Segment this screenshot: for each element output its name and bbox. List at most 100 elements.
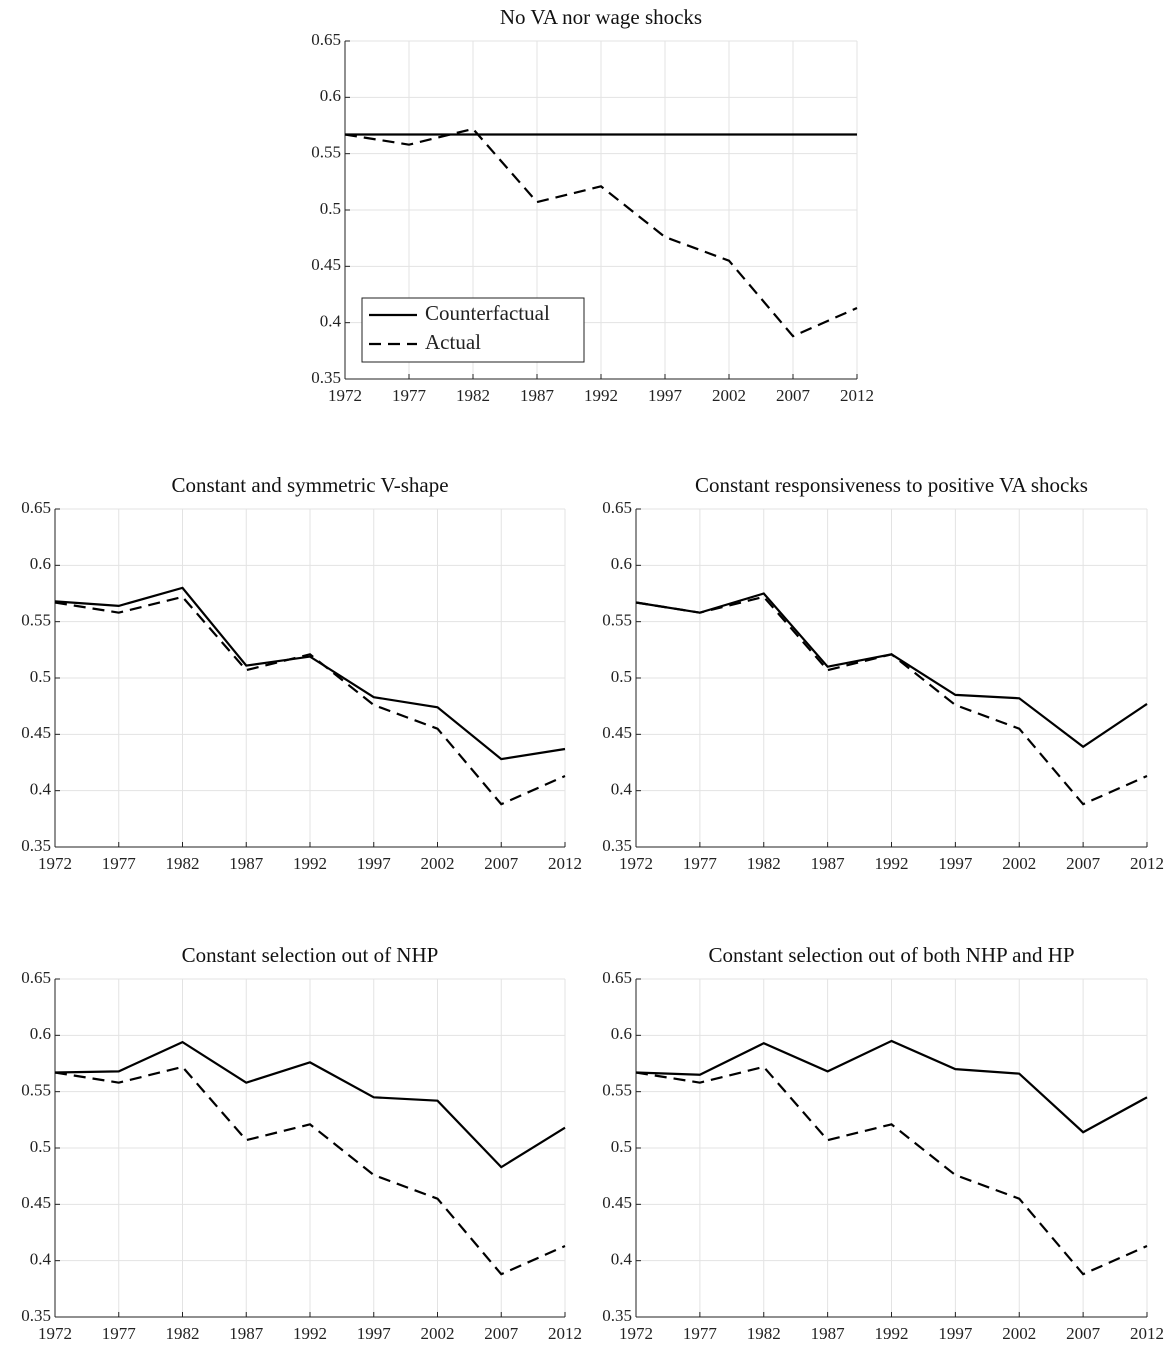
x-tick-label: 1997 (938, 854, 973, 873)
x-tick-label: 2012 (1130, 854, 1164, 873)
y-tick-label: 0.4 (30, 780, 52, 799)
x-tick-label: 1992 (293, 1324, 327, 1343)
y-tick-label: 0.4 (30, 1250, 52, 1269)
chart: Constant selection out of NHP 0.35 0.4 0.45… (21, 943, 582, 1343)
y-tick-label: 0.4 (611, 780, 633, 799)
x-tick-label: 1992 (293, 854, 327, 873)
x-tick-label: 1982 (166, 1324, 200, 1343)
y-tick-label: 0.35 (21, 1306, 51, 1325)
series-line (54, 1065, 566, 1276)
x-tick-label: 2007 (1066, 854, 1101, 873)
legend: Counterfactual Actual (361, 297, 585, 363)
y-tick-label: 0.5 (320, 199, 341, 218)
x-tick-label: 1972 (38, 1324, 72, 1343)
y-tick-label: 0.4 (611, 1250, 633, 1269)
y-tick-label: 0.5 (30, 667, 51, 686)
y-tick-label: 0.45 (602, 723, 632, 742)
series-line (54, 595, 566, 806)
x-tick-label: 1977 (102, 1324, 137, 1343)
series-line (54, 1040, 566, 1169)
x-tick-label: 2002 (1002, 1324, 1036, 1343)
series-line (635, 1039, 1148, 1134)
x-tick-label: 1977 (392, 386, 427, 405)
x-tick-label: 2002 (421, 854, 455, 873)
x-tick-label: 1982 (166, 854, 200, 873)
chart-title: Constant and symmetric V-shape (171, 473, 448, 497)
x-tick-label: 1992 (875, 854, 909, 873)
x-tick-label: 2007 (776, 386, 811, 405)
x-tick-label: 1997 (938, 1324, 973, 1343)
chart: Constant responsiveness to positive VA s… (602, 473, 1164, 873)
x-tick-label: 2007 (484, 1324, 519, 1343)
y-tick-label: 0.55 (311, 143, 341, 162)
chart: Constant and symmetric V-shape 0.35 0.4 0.4… (21, 473, 582, 873)
x-tick-label: 2012 (548, 1324, 582, 1343)
y-tick-label: 0.6 (30, 1024, 51, 1043)
y-tick-label: 0.35 (21, 836, 51, 855)
x-tick-label: 1987 (811, 854, 846, 873)
x-tick-label: 1977 (683, 854, 718, 873)
y-tick-label: 0.35 (311, 368, 341, 387)
y-tick-label: 0.65 (602, 968, 632, 987)
x-tick-label: 1982 (747, 1324, 781, 1343)
x-tick-label: 2002 (1002, 854, 1036, 873)
y-tick-label: 0.45 (311, 255, 341, 274)
y-tick-label: 0.5 (611, 667, 632, 686)
y-tick-label: 0.65 (311, 30, 341, 49)
x-tick-label: 1987 (229, 854, 264, 873)
y-tick-label: 0.55 (602, 1081, 632, 1100)
y-tick-label: 0.4 (320, 312, 342, 331)
y-tick-label: 0.65 (21, 968, 51, 987)
y-tick-label: 0.55 (602, 611, 632, 630)
x-tick-label: 2012 (840, 386, 874, 405)
x-tick-label: 2012 (1130, 1324, 1164, 1343)
x-tick-label: 1987 (520, 386, 555, 405)
y-tick-label: 0.6 (611, 1024, 632, 1043)
chart-title: Constant responsiveness to positive VA s… (695, 473, 1088, 497)
legend-box (361, 297, 585, 363)
chart-title: Constant selection out of NHP (182, 943, 439, 967)
chart: No VA nor wage shocks 0.35 0.4 0.45 0.5 0.55 0… (311, 5, 874, 405)
y-tick-label: 0.5 (30, 1137, 51, 1156)
chart: Constant selection out of both NHP and H… (602, 943, 1164, 1343)
series-line (54, 586, 566, 761)
y-tick-label: 0.6 (30, 554, 51, 573)
y-tick-label: 0.5 (611, 1137, 632, 1156)
x-tick-label: 1992 (584, 386, 618, 405)
y-tick-label: 0.55 (21, 1081, 51, 1100)
x-tick-label: 1982 (747, 854, 781, 873)
y-tick-label: 0.6 (611, 554, 632, 573)
legend-label: Actual (425, 330, 481, 354)
y-tick-label: 0.65 (21, 498, 51, 517)
y-tick-label: 0.45 (602, 1193, 632, 1212)
y-tick-label: 0.65 (602, 498, 632, 517)
x-tick-label: 1992 (875, 1324, 909, 1343)
x-tick-label: 1977 (102, 854, 137, 873)
x-tick-label: 1987 (229, 1324, 264, 1343)
x-tick-label: 1972 (328, 386, 362, 405)
y-tick-label: 0.35 (602, 1306, 632, 1325)
legend-label: Counterfactual (425, 301, 550, 325)
y-tick-label: 0.45 (21, 723, 51, 742)
x-tick-label: 1997 (357, 854, 392, 873)
x-tick-label: 2007 (484, 854, 519, 873)
x-tick-label: 1972 (619, 854, 653, 873)
y-tick-label: 0.55 (21, 611, 51, 630)
series-line (344, 127, 858, 338)
x-tick-label: 2002 (421, 1324, 455, 1343)
x-tick-label: 2007 (1066, 1324, 1101, 1343)
series-line (635, 595, 1148, 806)
x-tick-label: 1972 (619, 1324, 653, 1343)
x-tick-label: 2012 (548, 854, 582, 873)
y-tick-label: 0.45 (21, 1193, 51, 1212)
chart-title: Constant selection out of both NHP and H… (708, 943, 1074, 967)
x-tick-label: 1982 (456, 386, 490, 405)
x-tick-label: 1987 (811, 1324, 846, 1343)
x-tick-label: 1997 (357, 1324, 392, 1343)
y-tick-label: 0.6 (320, 86, 341, 105)
series-line (635, 1065, 1148, 1276)
x-tick-label: 1997 (648, 386, 683, 405)
x-tick-label: 1977 (683, 1324, 718, 1343)
